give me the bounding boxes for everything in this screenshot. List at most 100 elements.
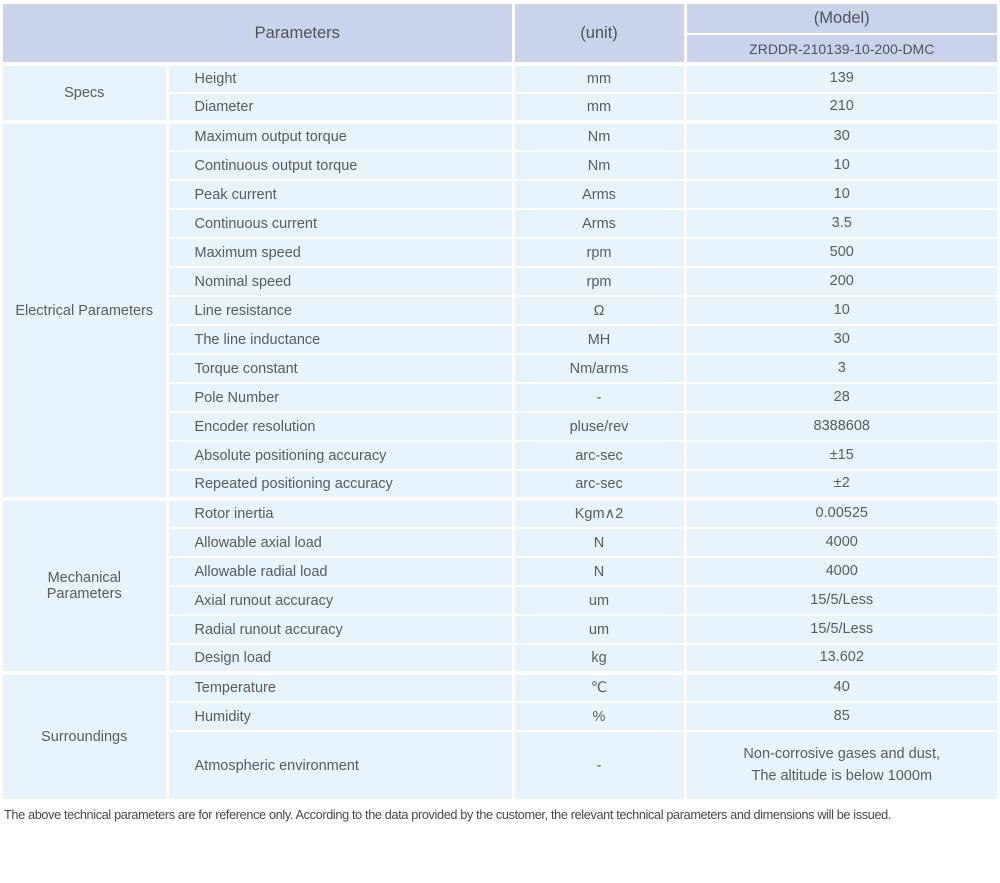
table-row: Atmospheric environment - Non-corrosive ga… bbox=[3, 730, 997, 799]
section-label: Surroundings bbox=[3, 671, 167, 799]
value-cell: 30 bbox=[683, 324, 997, 354]
param-cell: Allowable axial load bbox=[165, 527, 513, 557]
value-cell: 200 bbox=[683, 266, 997, 296]
unit-cell: - bbox=[511, 730, 685, 799]
unit-cell: - bbox=[511, 382, 685, 412]
param-cell: Temperature bbox=[165, 671, 513, 702]
unit-cell: Arms bbox=[511, 208, 685, 238]
param-cell: Pole Number bbox=[165, 382, 513, 412]
param-cell: Absolute positioning accuracy bbox=[165, 440, 513, 470]
value-cell: 4000 bbox=[683, 556, 997, 586]
value-cell: 85 bbox=[683, 701, 997, 731]
table-row: Mechanical Parameters Rotor inertia Kgm∧2 0… bbox=[3, 497, 997, 673]
table-row: Continuous output torque Nm 10 bbox=[3, 150, 997, 180]
unit-cell: rpm bbox=[511, 237, 685, 267]
value-cell: 10 bbox=[683, 150, 997, 180]
table-row: Allowable axial load N 4000 bbox=[3, 527, 997, 557]
param-cell: Nominal speed bbox=[165, 266, 513, 296]
value-cell: 4000 bbox=[683, 527, 997, 557]
section-label: Electrical Parameters bbox=[3, 120, 167, 499]
table-row: Maximum speed rpm 500 bbox=[3, 237, 997, 267]
param-cell: Design load bbox=[165, 643, 513, 673]
unit-cell: rpm bbox=[511, 266, 685, 296]
value-cell: 8388608 bbox=[683, 411, 997, 441]
value-cell: ±2 bbox=[683, 469, 997, 499]
param-cell: Continuous output torque bbox=[165, 150, 513, 180]
table-header: Parameters (unit) (Model) ZRDDR-210139-1… bbox=[3, 4, 997, 64]
value-cell: 139 bbox=[683, 62, 997, 93]
table-row: Encoder resolution pluse/rev 8388608 bbox=[3, 411, 997, 441]
param-cell: Line resistance bbox=[165, 295, 513, 325]
table-row: Absolute positioning accuracy arc-sec ±15 bbox=[3, 440, 997, 470]
table-row: Continuous current Arms 3.5 bbox=[3, 208, 997, 238]
footnote: The above technical parameters are for r… bbox=[4, 808, 892, 822]
unit-cell: N bbox=[511, 527, 685, 557]
value-cell: 500 bbox=[683, 237, 997, 267]
column-header-model: (Model) bbox=[683, 4, 997, 34]
unit-cell: Nm bbox=[511, 120, 685, 151]
value-cell: 13.602 bbox=[683, 643, 997, 673]
param-cell: Height bbox=[165, 62, 513, 93]
unit-cell: mm bbox=[511, 62, 685, 93]
param-cell: Maximum speed bbox=[165, 237, 513, 267]
param-cell: Atmospheric environment bbox=[165, 730, 513, 799]
param-cell: Axial runout accuracy bbox=[165, 585, 513, 615]
table-row: Surroundings Temperature ℃ 40 bbox=[3, 671, 997, 799]
table-row: Pole Number -28 bbox=[3, 382, 997, 412]
value-cell: 30 bbox=[683, 120, 997, 151]
table-row: Repeated positioning accuracy arc-sec ±2 bbox=[3, 469, 997, 499]
unit-cell: Kgm∧2 bbox=[511, 497, 685, 528]
unit-cell: arc-sec bbox=[511, 469, 685, 499]
param-cell: Diameter bbox=[165, 92, 513, 122]
value-cell: 3.5 bbox=[683, 208, 997, 238]
param-cell: Radial runout accuracy bbox=[165, 614, 513, 644]
model-number: ZRDDR-210139-10-200-DMC bbox=[683, 33, 997, 64]
unit-cell: um bbox=[511, 585, 685, 615]
table-row: Nominal speed rpm 200 bbox=[3, 266, 997, 296]
value-cell: 28 bbox=[683, 382, 997, 412]
table-row: Line resistance Ω 10 bbox=[3, 295, 997, 325]
unit-cell: Arms bbox=[511, 179, 685, 209]
table-row: Electrical Parameters Maximum output torq… bbox=[3, 120, 997, 499]
table-row: Diameter mm 210 bbox=[3, 92, 997, 122]
unit-cell: mm bbox=[511, 92, 685, 122]
unit-cell: Ω bbox=[511, 295, 685, 325]
table-row: Radial runout accuracy um 15/5/Less bbox=[3, 614, 997, 644]
param-cell: The line inductance bbox=[165, 324, 513, 354]
column-header-parameters: Parameters bbox=[3, 4, 513, 64]
value-cell: 210 bbox=[683, 92, 997, 122]
value-cell: 15/5/Less bbox=[683, 614, 997, 644]
param-cell: Rotor inertia bbox=[165, 497, 513, 528]
table-row: Humidity% 85 bbox=[3, 701, 997, 731]
unit-cell: arc-sec bbox=[511, 440, 685, 470]
param-cell: Humidity bbox=[165, 701, 513, 731]
unit-cell: Nm/arms bbox=[511, 353, 685, 383]
section-label: Mechanical Parameters bbox=[3, 497, 167, 673]
table-body: Specs Height mm 139 Diameter mm 210 Electrical … bbox=[3, 62, 997, 799]
param-cell: Allowable radial load bbox=[165, 556, 513, 586]
unit-cell: ℃ bbox=[511, 671, 685, 702]
unit-cell: MH bbox=[511, 324, 685, 354]
spec-sheet: Parameters (unit) (Model) ZRDDR-210139-1… bbox=[3, 4, 997, 822]
value-cell: Non-corrosive gases and dust, The altitu… bbox=[683, 730, 997, 799]
unit-cell: kg bbox=[511, 643, 685, 673]
table-row: Allowable radial load N 4000 bbox=[3, 556, 997, 586]
table-row: Axial runout accuracy um 15/5/Less bbox=[3, 585, 997, 615]
parameters-table: Parameters (unit) (Model) ZRDDR-210139-1… bbox=[3, 4, 997, 799]
param-cell: Repeated positioning accuracy bbox=[165, 469, 513, 499]
value-cell: 40 bbox=[683, 671, 997, 702]
unit-cell: N bbox=[511, 556, 685, 586]
unit-cell: pluse/rev bbox=[511, 411, 685, 441]
value-cell: 10 bbox=[683, 295, 997, 325]
value-cell: ±15 bbox=[683, 440, 997, 470]
table-row: Design load kg 13.602 bbox=[3, 643, 997, 673]
unit-cell: Nm bbox=[511, 150, 685, 180]
table-row: Torque constant Nm/arms 3 bbox=[3, 353, 997, 383]
column-header-unit: (unit) bbox=[511, 4, 685, 64]
value-cell: 3 bbox=[683, 353, 997, 383]
value-cell: 15/5/Less bbox=[683, 585, 997, 615]
param-cell: Torque constant bbox=[165, 353, 513, 383]
table-row: The line inductance MH 30 bbox=[3, 324, 997, 354]
value-cell: 0.00525 bbox=[683, 497, 997, 528]
unit-cell: um bbox=[511, 614, 685, 644]
